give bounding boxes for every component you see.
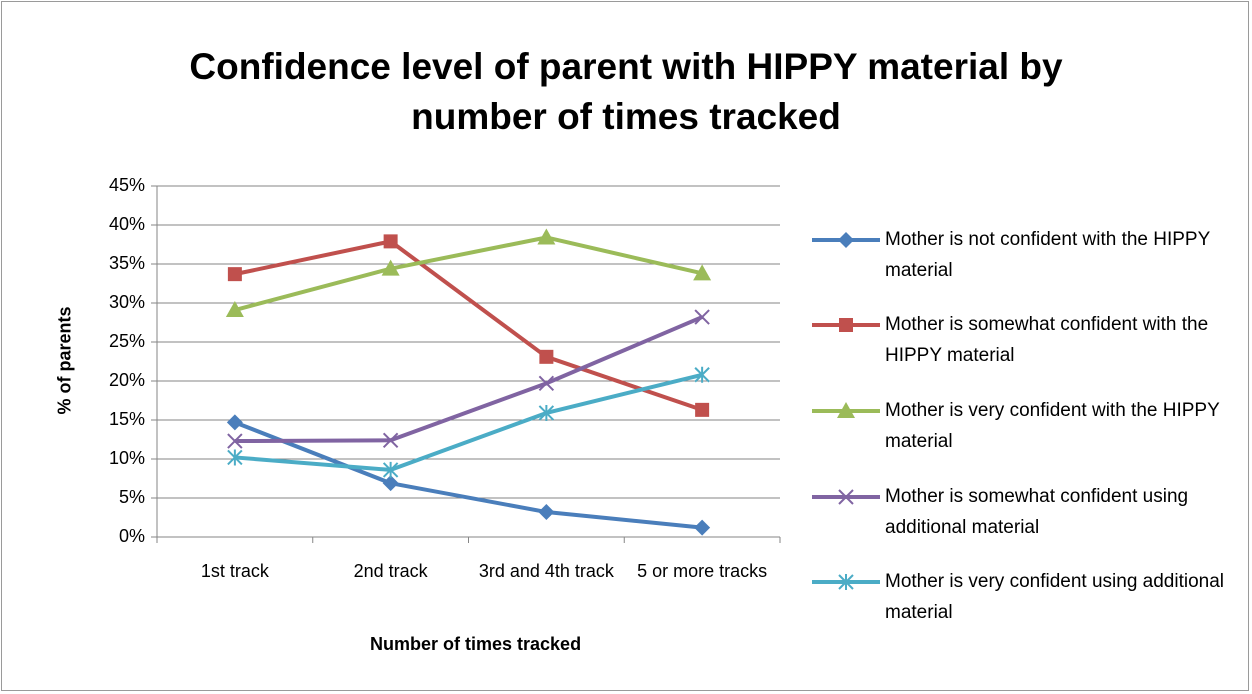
marker (382, 461, 399, 478)
series-line (234, 235, 703, 312)
marker (537, 228, 556, 245)
marker (382, 475, 399, 492)
legend-label: Mother is somewhat confident with the HI… (885, 314, 1209, 366)
marker (838, 232, 854, 248)
series-line (234, 315, 703, 444)
y-tick-label: 0% (119, 526, 145, 546)
x-tick-label: 2nd track (353, 561, 428, 581)
legend-swatch (812, 402, 880, 418)
y-tick-label: 45% (109, 175, 145, 195)
marker (838, 574, 854, 590)
marker (538, 404, 555, 421)
legend-swatch (812, 574, 880, 590)
marker (227, 449, 243, 466)
x-tick-label: 1st track (200, 561, 269, 581)
marker (227, 267, 242, 282)
marker (694, 366, 710, 383)
marker (695, 402, 710, 417)
y-tick-label: 15% (109, 409, 145, 429)
y-axis-label: % of parents (54, 306, 75, 415)
legend-swatch (812, 318, 880, 332)
x-tick-label: 3rd and 4th track (478, 561, 614, 581)
marker (225, 301, 244, 318)
legend-swatch (812, 489, 880, 505)
legend-label: Mother is very confident with the HIPPY … (885, 400, 1220, 452)
marker (838, 489, 854, 505)
marker (381, 259, 400, 276)
marker (227, 433, 243, 449)
x-axis-label: Number of times tracked (370, 634, 582, 654)
y-tick-label: 20% (109, 370, 145, 390)
marker (226, 414, 243, 431)
y-tick-label: 35% (109, 253, 145, 273)
series-line (234, 372, 703, 472)
marker (538, 504, 555, 521)
legend-label: Mother is very confident using additiona… (885, 571, 1225, 623)
marker (694, 309, 710, 325)
marker (538, 375, 555, 392)
legend-label: Mother is not confident with the HIPPY m… (885, 229, 1210, 281)
marker (383, 234, 398, 249)
y-tick-label: 25% (109, 331, 145, 351)
y-tick-label: 5% (119, 487, 145, 507)
marker (693, 264, 712, 281)
marker (382, 432, 399, 448)
chart-title: Confidence level of parent with HIPPY ma… (189, 46, 1063, 137)
marker (694, 519, 711, 536)
y-tick-label: 40% (109, 214, 145, 234)
x-tick-label: 5 or more tracks (637, 561, 768, 581)
series-line (234, 420, 703, 530)
y-tick-label: 30% (109, 292, 145, 312)
marker (837, 402, 855, 418)
legend-label: Mother is somewhat confident using addit… (885, 486, 1189, 538)
series-line (234, 239, 703, 412)
legend-swatch (812, 232, 880, 248)
marker (839, 318, 853, 332)
y-tick-label: 10% (109, 448, 145, 468)
marker (539, 349, 554, 364)
